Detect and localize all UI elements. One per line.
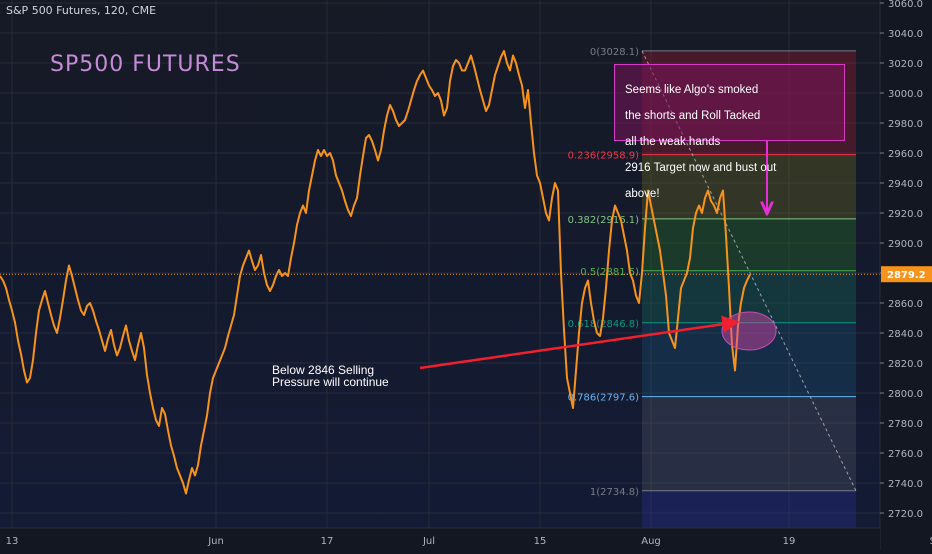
x-tick-label: 13 (6, 536, 19, 547)
x-tick-label: Sep (930, 536, 932, 547)
note-bottom-text[interactable]: Below 2846 Selling Pressure will continu… (272, 364, 389, 388)
y-tick-label: 2800.0 (888, 389, 923, 400)
x-axis-background (0, 528, 880, 550)
y-tick-label: 3020.0 (888, 59, 923, 70)
fib-zone (642, 218, 856, 271)
fib-level-label: 0.618(2846.8) (568, 319, 640, 330)
y-tick-label: 2720.0 (888, 509, 923, 520)
y-tick-label: 2840.0 (888, 329, 923, 340)
x-tick-label: Aug (641, 536, 661, 547)
note-top-box[interactable]: Seems like Algo's smoked the shorts and … (614, 64, 845, 200)
note-top-line: 2916 Target now and bust out (625, 162, 777, 174)
y-tick-label: 3060.0 (888, 0, 923, 10)
price-series (0, 50, 751, 495)
note-bottom-line: Pressure will continue (272, 375, 389, 389)
red-arrow (419, 315, 740, 370)
y-tick-label: 3040.0 (888, 29, 923, 40)
y-tick-label: 2740.0 (888, 479, 923, 490)
y-tick-label: 2780.0 (888, 419, 923, 430)
note-top-line: the shorts and Roll Tacked (625, 110, 761, 122)
y-tick-label: 2900.0 (888, 239, 923, 250)
y-tick-label: 2960.0 (888, 149, 923, 160)
fib-level-label: 1(2734.8) (590, 487, 639, 498)
x-tick-label: 15 (534, 536, 547, 547)
x-tick-label: 17 (321, 536, 334, 547)
note-top-line: all the weak hands (625, 136, 721, 148)
y-tick-label: 2860.0 (888, 299, 923, 310)
fib-level-label: 0.786(2797.6) (568, 393, 640, 404)
annotation-marks (0, 140, 880, 370)
fib-level-label: 0.236(2958.9) (568, 151, 640, 162)
fib-level-label: 0.5(2881.5) (580, 267, 639, 278)
fib-zone-extension (642, 490, 856, 528)
y-tick-label: 2920.0 (888, 209, 923, 220)
x-tick-label: Jun (207, 536, 224, 547)
y-tick-label: 2940.0 (888, 179, 923, 190)
x-tick-label: Jul (422, 536, 435, 547)
y-tick-label: 3000.0 (888, 89, 923, 100)
chart-title-text: SP500 FUTURES (50, 52, 241, 77)
fib-level-label: 0.382(2916.1) (568, 215, 640, 226)
x-tick-label: 19 (783, 536, 796, 547)
note-top-line: Seems like Algo's smoked (625, 84, 759, 96)
y-tick-label: 2760.0 (888, 449, 923, 460)
highlight-ellipse (721, 311, 777, 351)
fib-level-label: 0(3028.1) (590, 47, 639, 58)
note-top-line: above! (625, 188, 660, 200)
price-line (0, 50, 751, 495)
note-bottom-line: Below 2846 Selling (272, 363, 375, 377)
fib-zone (642, 154, 856, 219)
symbol-title[interactable]: S&P 500 Futures, 120, CME (6, 4, 157, 17)
y-tick-label: 2820.0 (888, 359, 923, 370)
last-price-badge (881, 266, 932, 283)
last-price-label: 2879.2 (887, 270, 926, 281)
y-tick-label: 2980.0 (888, 119, 923, 130)
fib-zone (642, 396, 856, 491)
grid-lines (0, 0, 880, 528)
fib-zone (642, 322, 856, 397)
